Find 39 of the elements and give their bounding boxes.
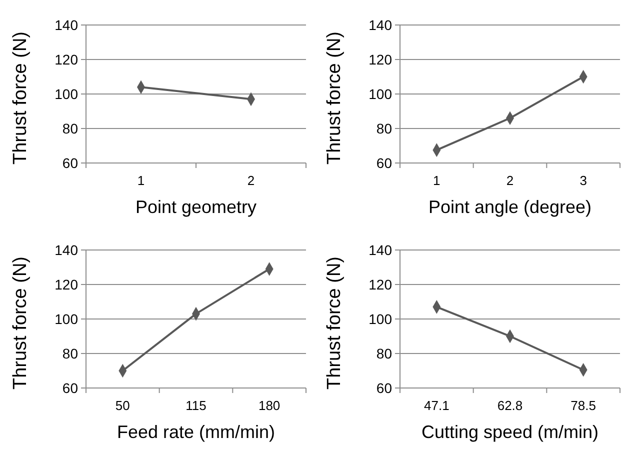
x-tick-label: 78.5 <box>570 398 596 413</box>
x-axis-title: Feed rate (mm/min) <box>116 422 276 442</box>
x-tick-label: 1 <box>433 173 440 188</box>
y-tick-label: 120 <box>54 276 78 292</box>
y-tick-label: 140 <box>54 16 78 33</box>
y-tick-label: 100 <box>368 310 392 327</box>
x-tick-label: 180 <box>258 398 280 413</box>
x-axis-title: Cutting speed (m/min) <box>421 422 599 442</box>
y-tick-label: 60 <box>62 380 78 396</box>
y-tick-label: 60 <box>376 154 392 171</box>
y-axis-title: Thrust force (N) <box>324 31 345 165</box>
y-tick-label: 120 <box>368 51 392 68</box>
x-tick-label: 1 <box>137 173 145 188</box>
x-tick-label: 2 <box>247 173 255 188</box>
y-tick-label: 100 <box>54 86 78 102</box>
y-tick-label: 140 <box>368 242 392 258</box>
y-axis-title: Thrust force (N) <box>10 31 31 165</box>
y-tick-label: 80 <box>62 120 78 136</box>
y-tick-label: 80 <box>376 345 392 362</box>
y-tick-label: 140 <box>54 242 78 258</box>
x-axis-title: Point geometry <box>135 197 257 217</box>
x-tick-label: 115 <box>186 398 206 413</box>
y-tick-label: 120 <box>368 276 392 292</box>
x-tick-label: 3 <box>580 173 587 188</box>
x-axis-title: Point angle (degree) <box>428 197 592 217</box>
x-tick-label: 47.1 <box>424 398 450 413</box>
y-tick-label: 60 <box>62 154 78 171</box>
x-tick-label: 2 <box>506 173 514 188</box>
y-axis-title: Thrust force (N) <box>324 256 345 390</box>
y-tick-label: 100 <box>368 86 392 102</box>
y-tick-label: 80 <box>376 120 392 136</box>
y-tick-label: 60 <box>376 380 392 396</box>
y-tick-label: 100 <box>54 310 78 327</box>
x-tick-label: 62.8 <box>497 398 523 413</box>
y-tick-label: 120 <box>54 51 78 68</box>
y-tick-label: 140 <box>368 16 392 33</box>
y-tick-label: 80 <box>62 345 78 362</box>
y-axis-title: Thrust force (N) <box>10 256 31 390</box>
x-tick-label: 50 <box>115 398 130 413</box>
